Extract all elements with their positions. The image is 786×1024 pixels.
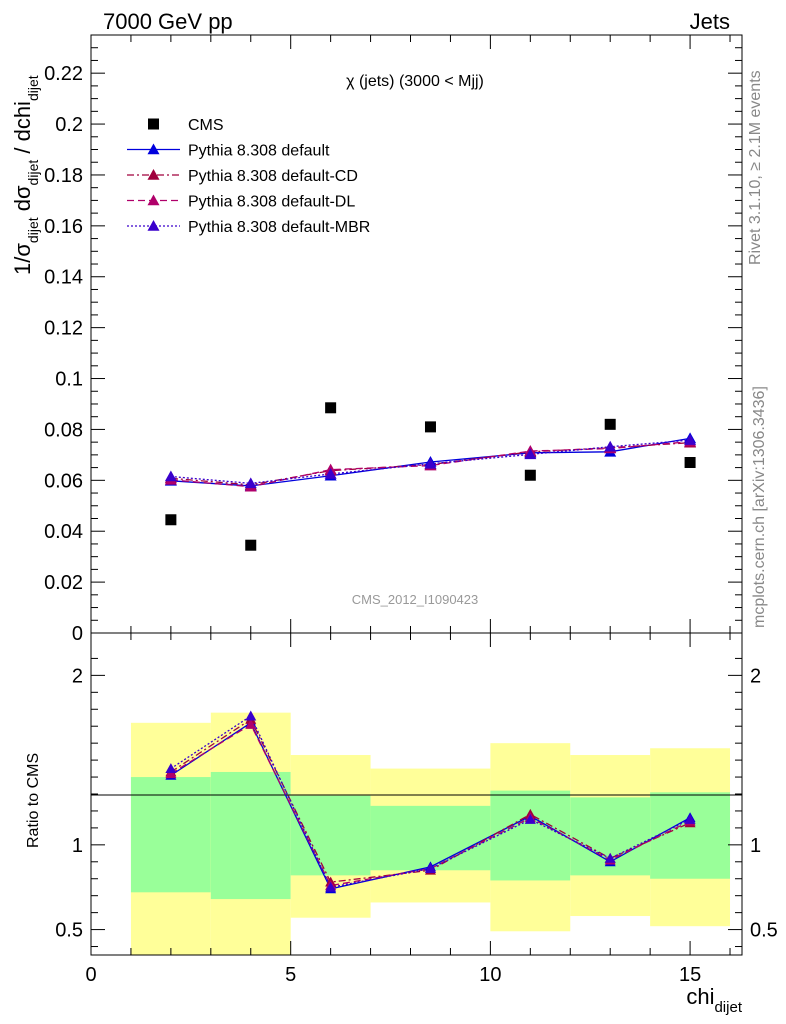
- ratio-ytick-label: 0.5: [55, 920, 83, 942]
- ratio-xtick-label: 5: [285, 964, 296, 986]
- ratio-axis-ticks: 0.5 0.5 1 1 2 2 0 5 10 15: [55, 633, 778, 986]
- main-ytick-label: 0.14: [44, 267, 83, 289]
- legend-label: Pythia 8.308 default-CD: [188, 168, 358, 185]
- ratio-ytick-label: 1: [72, 835, 83, 857]
- ratio-data-point: [245, 719, 257, 729]
- main-ytick-label: 0.2: [55, 114, 83, 136]
- rivet-version-text: Rivet 3.1.10, ≥ 2.1M events: [747, 70, 764, 265]
- cms-data-point: [325, 402, 337, 414]
- mc-data-point: [164, 470, 177, 482]
- legend-marker: [147, 220, 160, 231]
- ratio-band-inner: [490, 790, 571, 881]
- ratio-xtick-label: 0: [85, 964, 96, 986]
- legend: CMS Pythia 8.308 default Pythia 8.308 defa…: [127, 117, 370, 236]
- ratio-series-group: [165, 710, 696, 894]
- main-ytick-label: 0.12: [44, 318, 83, 340]
- ratio-panel: 0.5 0.5 1 1 2 2 0 5 10 15 Ratio to CMS chidijet: [25, 632, 778, 1016]
- main-ytick-label: 0.18: [44, 165, 83, 187]
- mc-data-point: [684, 434, 697, 445]
- mc-data-point: [244, 477, 257, 489]
- cms-data-point: [245, 539, 257, 551]
- ratio-band-inner: [210, 771, 291, 900]
- mcplots-text: mcplots.cern.ch [arXiv:1306.3436]: [751, 386, 768, 628]
- cms-data-point: [524, 469, 536, 481]
- ratio-xlabel: chidijet: [686, 984, 742, 1016]
- main-ytick-label: 0.1: [55, 369, 83, 391]
- main-ytick-label: 0.22: [44, 63, 83, 85]
- ratio-data-point: [604, 852, 616, 863]
- cms-data-point: [604, 418, 616, 430]
- ratio-data-point: [245, 710, 257, 721]
- main-ytick-label: 0.06: [44, 470, 83, 492]
- ratio-data-point: [325, 881, 337, 892]
- legend-marker-cms: [148, 118, 159, 130]
- cms-data-point: [165, 514, 177, 526]
- ratio-data-point: [524, 813, 536, 824]
- legend-label: Pythia 8.308 default-MBR: [188, 219, 370, 236]
- main-title: χ (jets) (3000 < Mjj): [346, 73, 484, 90]
- legend-marker: [147, 169, 160, 180]
- ratio-data-point: [165, 763, 177, 773]
- header-left: 7000 GeV pp: [103, 9, 233, 34]
- ratio-ylabel: Ratio to CMS: [25, 753, 42, 848]
- cms-data-point: [424, 421, 436, 433]
- ratio-band-inner: [130, 777, 211, 893]
- header-right: Jets: [690, 9, 730, 34]
- ratio-ytick-label-right: 0.5: [750, 920, 778, 942]
- ratio-xtick-label: 15: [679, 964, 701, 986]
- main-ytick-label: 0.02: [44, 572, 83, 594]
- ratio-data-point: [424, 863, 436, 873]
- legend-label: Pythia 8.308 default-DL: [188, 194, 355, 211]
- ratio-ytick-label-right: 2: [750, 665, 761, 687]
- main-axis-ticks: 0 0.02 0.04 0.06 0.08 0.1 0.12 0.14 0.16 0.18 0.2 0…: [44, 35, 742, 645]
- mc-data-point: [424, 457, 437, 469]
- legend-marker: [147, 143, 160, 155]
- main-panel: 0 0.02 0.04 0.06 0.08 0.1 0.12 0.14 0.16 0.18 0.2 0…: [10, 34, 743, 645]
- mc-data-point: [604, 440, 617, 452]
- ratio-data-point: [165, 768, 177, 779]
- ratio-band-inner: [290, 795, 371, 876]
- main-ytick-label: 0.04: [44, 521, 83, 543]
- legend-label: Pythia 8.308 default: [188, 143, 330, 160]
- ratio-ytick-label: 2: [72, 665, 83, 687]
- main-ylabel: 1/σdijet dσdijet / dchidijet: [10, 75, 41, 275]
- main-series-group: [164, 402, 697, 551]
- ratio-ytick-label-right: 1: [750, 835, 761, 857]
- ratio-band-inner: [370, 805, 491, 871]
- legend-label: CMS: [188, 117, 224, 134]
- main-ytick-label: 0.16: [44, 216, 83, 238]
- ratio-band-inner: [650, 792, 731, 879]
- main-ytick-label: 0: [72, 623, 83, 645]
- cms-data-point: [684, 457, 696, 469]
- analysis-watermark: CMS_2012_I1090423: [352, 592, 479, 607]
- mc-data-point: [524, 448, 537, 460]
- ratio-data-point: [684, 813, 696, 824]
- ratio-xtick-label: 10: [479, 964, 501, 986]
- legend-marker: [147, 194, 160, 206]
- mc-data-point: [324, 467, 337, 479]
- main-ytick-label: 0.08: [44, 419, 83, 441]
- ratio-bands: [130, 712, 731, 955]
